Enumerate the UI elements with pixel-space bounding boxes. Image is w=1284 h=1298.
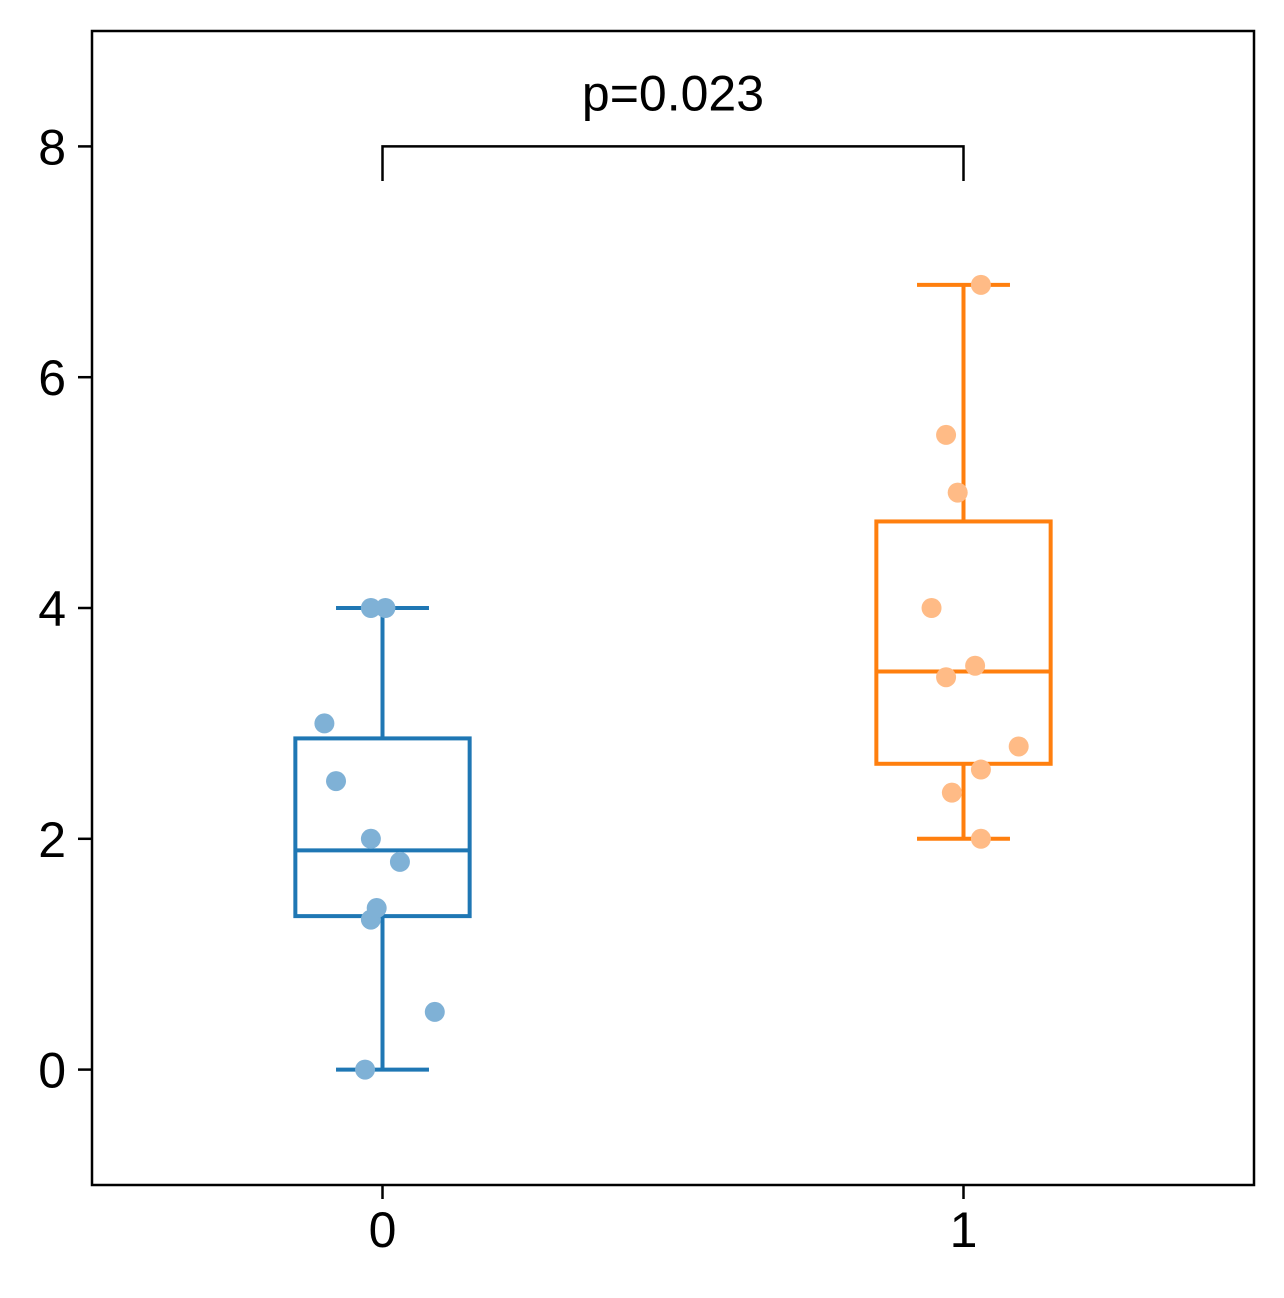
y-axis: 0 2 4 6 8	[38, 119, 92, 1099]
data-point	[314, 713, 335, 734]
data-point	[360, 828, 381, 849]
data-point	[355, 1059, 376, 1080]
significance-annotation: p=0.023	[381, 65, 965, 182]
data-point	[970, 274, 991, 295]
y-tick-label: 0	[38, 1043, 66, 1099]
data-point	[936, 667, 957, 688]
data-point	[936, 424, 957, 445]
data-point	[970, 828, 991, 849]
boxes	[293, 282, 1053, 1072]
data-point	[941, 782, 962, 803]
data-point	[921, 598, 942, 618]
data-point	[375, 598, 396, 618]
data-points	[314, 274, 1029, 1080]
data-point	[1008, 736, 1029, 757]
y-tick-label: 4	[38, 581, 66, 637]
p-value-label: p=0.023	[582, 65, 764, 121]
y-tick-label: 2	[38, 812, 66, 868]
x-tick-label: 0	[369, 1202, 397, 1258]
y-tick-label: 8	[38, 119, 66, 175]
significance-bracket	[381, 145, 965, 182]
data-point	[389, 851, 410, 872]
data-point	[326, 771, 347, 792]
data-point	[965, 655, 986, 676]
data-point	[947, 482, 968, 503]
data-point	[424, 1001, 445, 1022]
data-point	[360, 598, 381, 618]
data-point	[970, 759, 991, 780]
data-point	[366, 898, 387, 919]
plot-frame	[90, 29, 1256, 1187]
x-tick-label: 1	[950, 1202, 978, 1258]
box-iqr	[874, 519, 1053, 766]
y-tick-label: 6	[38, 350, 66, 406]
